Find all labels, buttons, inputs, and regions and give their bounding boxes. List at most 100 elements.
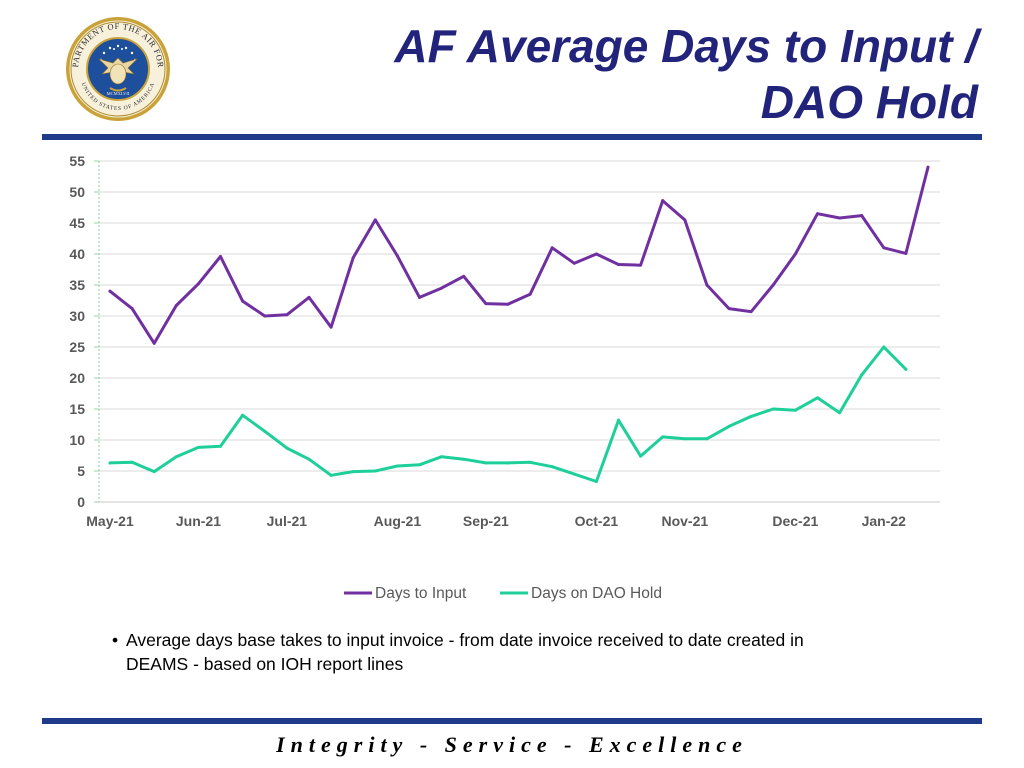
data-point	[705, 283, 709, 287]
data-point	[528, 292, 532, 296]
data-point	[926, 165, 930, 169]
data-point	[484, 302, 488, 306]
x-tick-label: Nov-21	[661, 513, 708, 529]
data-point	[616, 263, 620, 267]
y-tick-label: 35	[69, 277, 85, 293]
data-point	[727, 424, 731, 428]
y-tick-label: 50	[69, 184, 85, 200]
data-point	[572, 472, 576, 476]
data-point	[904, 251, 908, 255]
y-tick-label: 55	[69, 153, 85, 169]
data-point	[285, 313, 289, 317]
data-point	[550, 465, 554, 469]
chart-axes: 0 5 10 15 20 25 30 35 40 45 50 55 May-21 Jun-21 Jul-21…	[69, 153, 940, 529]
data-point	[594, 252, 598, 256]
data-point	[373, 469, 377, 473]
data-point	[351, 256, 355, 260]
footnote-bullet: • Average days base takes to input invoi…	[112, 628, 912, 676]
x-tick-label: Jun-21	[176, 513, 221, 529]
data-point	[462, 274, 466, 278]
x-tick-label: Aug-21	[374, 513, 422, 529]
bullet-text-line-1: Average days base takes to input invoice…	[126, 630, 804, 650]
series-line-days-to-input	[108, 165, 930, 345]
x-tick-label: Oct-21	[575, 513, 619, 529]
data-point	[418, 463, 422, 467]
data-point	[329, 473, 333, 477]
line-chart: 0 5 10 15 20 25 30 35 40 45 50 55 May-21 Jun-21 Jul-21…	[69, 153, 940, 602]
data-point	[263, 429, 267, 433]
data-point	[418, 295, 422, 299]
chart-legend: Days to Input Days on DAO Hold	[344, 585, 662, 602]
data-point	[174, 455, 178, 459]
x-tick-label: Jan-22	[862, 513, 907, 529]
data-point	[639, 454, 643, 458]
data-point	[683, 218, 687, 222]
y-tick-label: 15	[69, 401, 85, 417]
data-point	[860, 373, 864, 377]
x-tick-label: Jul-21	[267, 513, 308, 529]
data-point	[219, 444, 223, 448]
y-tick-label: 40	[69, 246, 85, 262]
data-point	[395, 254, 399, 258]
data-point	[683, 437, 687, 441]
data-point	[793, 252, 797, 256]
footer-divider	[42, 718, 982, 724]
data-point	[860, 214, 864, 218]
legend-days-on-dao-hold-label: Days on DAO Hold	[531, 585, 662, 602]
data-point	[550, 246, 554, 250]
data-point	[241, 299, 245, 303]
footer-motto: Integrity - Service - Excellence	[276, 732, 748, 757]
y-tick-label: 0	[77, 494, 85, 510]
data-point	[661, 199, 665, 203]
data-point	[263, 314, 267, 318]
y-tick-label: 20	[69, 370, 85, 386]
data-point	[749, 414, 753, 418]
data-point	[705, 437, 709, 441]
x-tick-label: May-21	[86, 513, 134, 529]
data-point	[727, 307, 731, 311]
bullet-text-line-2: DEAMS - based on IOH report lines	[126, 654, 404, 674]
data-point	[108, 461, 112, 465]
y-tick-label: 5	[77, 463, 85, 479]
y-tick-label: 45	[69, 215, 85, 231]
data-point	[174, 303, 178, 307]
data-point	[815, 396, 819, 400]
data-point	[815, 212, 819, 216]
data-point	[196, 282, 200, 286]
x-tick-label: Sep-21	[463, 513, 509, 529]
page-title-line-2: DAO Hold	[760, 76, 978, 128]
data-point	[130, 460, 134, 464]
data-point	[594, 480, 598, 484]
data-point	[882, 345, 886, 349]
chart-gridlines	[99, 160, 940, 472]
page-title: AF Average Days to Input / DAO Hold	[278, 18, 978, 130]
chart-series	[108, 165, 930, 484]
data-point	[307, 295, 311, 299]
svg-text:MCMXLVII: MCMXLVII	[107, 91, 130, 96]
data-point	[373, 218, 377, 222]
data-point	[440, 286, 444, 290]
data-point	[329, 325, 333, 329]
y-tick-label: 25	[69, 339, 85, 355]
air-force-seal-icon: DEPARTMENT OF THE AIR FORCE UNITED STATE…	[65, 16, 170, 121]
data-point	[838, 411, 842, 415]
data-point	[904, 367, 908, 371]
data-point	[395, 464, 399, 468]
data-point	[152, 341, 156, 345]
data-point	[506, 302, 510, 306]
header-divider	[42, 134, 982, 140]
data-point	[506, 461, 510, 465]
data-point	[572, 261, 576, 265]
data-point	[196, 445, 200, 449]
data-point	[285, 446, 289, 450]
data-point	[484, 461, 488, 465]
series-line-days-on-dao-hold	[108, 345, 908, 483]
data-point	[838, 216, 842, 220]
data-point	[152, 470, 156, 474]
data-point	[307, 457, 311, 461]
y-tick-label: 30	[69, 308, 85, 324]
data-point	[882, 246, 886, 250]
data-point	[749, 310, 753, 314]
data-point	[771, 283, 775, 287]
data-point	[661, 435, 665, 439]
